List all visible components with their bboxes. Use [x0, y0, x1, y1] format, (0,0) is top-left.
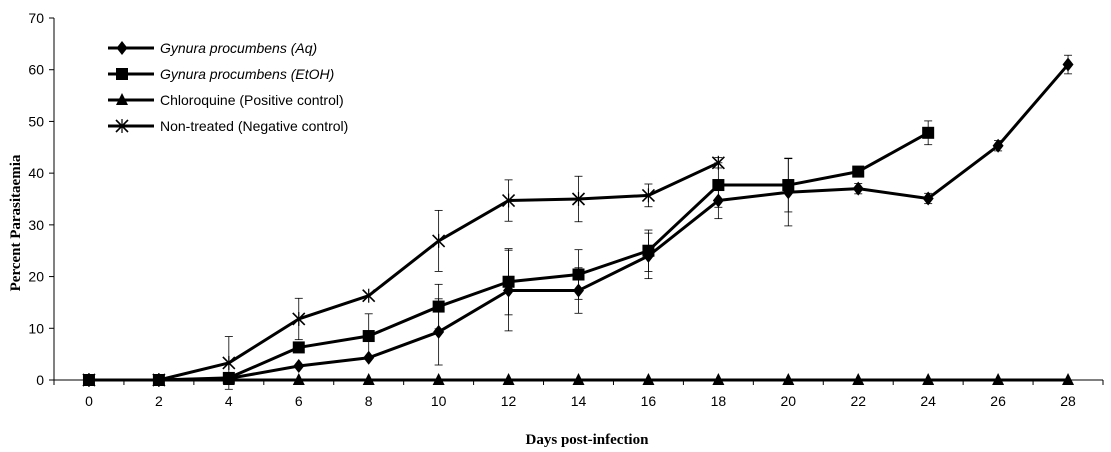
data-point [782, 373, 795, 385]
y-tick-label: 60 [28, 62, 44, 78]
series-diamond [83, 54, 1074, 387]
x-tick-label: 24 [920, 393, 936, 409]
legend-marker [116, 68, 128, 80]
data-point [292, 341, 305, 354]
legend-item: Non-treated (Negative control) [108, 118, 348, 134]
data-point [992, 138, 1004, 153]
x-tick-label: 6 [295, 393, 303, 409]
legend-item: Chloroquine (Positive control) [108, 92, 344, 108]
data-point [571, 192, 586, 206]
legend-item: Gynura procumbens (Aq) [108, 40, 317, 56]
data-point [782, 185, 794, 200]
series-line [88, 63, 1070, 382]
data-point [363, 350, 375, 365]
data-point [433, 324, 445, 339]
legend: Gynura procumbens (Aq) Gynura procumbens … [108, 40, 348, 134]
y-tick-label: 70 [28, 10, 44, 26]
series-line [88, 161, 720, 382]
data-point [922, 373, 935, 385]
x-tick-label: 12 [501, 393, 517, 409]
x-tick-label: 18 [711, 393, 727, 409]
legend-label: Non-treated (Negative control) [160, 118, 348, 134]
x-tick-label: 20 [781, 393, 797, 409]
y-tick-label: 0 [36, 372, 44, 388]
x-tick-label: 4 [225, 393, 233, 409]
data-point [502, 373, 515, 385]
data-point [362, 373, 375, 385]
y-tick-label: 50 [28, 113, 44, 129]
x-tick-label: 8 [365, 393, 373, 409]
data-point [432, 233, 446, 248]
legend-label: Gynura procumbens (Aq) [160, 40, 317, 56]
data-point [83, 373, 95, 387]
data-point [223, 371, 235, 386]
x-tick-label: 16 [641, 393, 657, 409]
x-tick-label: 0 [85, 393, 93, 409]
legend-marker [116, 41, 128, 55]
data-point [922, 191, 934, 206]
y-tick-label: 10 [28, 320, 44, 336]
data-point [153, 373, 165, 387]
legend-label: Gynura procumbens (EtOH) [160, 66, 334, 82]
data-point [502, 193, 516, 208]
data-point [292, 373, 305, 385]
data-point [922, 126, 935, 139]
x-tick-label: 10 [431, 393, 447, 409]
y-tick-label: 40 [28, 165, 44, 181]
data-point [641, 188, 655, 203]
x-tick-label: 28 [1060, 393, 1076, 409]
data-point [222, 355, 236, 370]
y-tick-label: 30 [28, 217, 44, 233]
data-point [1062, 57, 1074, 72]
data-point [852, 373, 865, 385]
data-point [293, 359, 305, 374]
legend-marker [116, 93, 128, 105]
y-axis-title: Percent Parasitaemia [8, 154, 24, 291]
x-axis-title: Days post-infection [526, 432, 650, 448]
data-point [712, 373, 725, 385]
data-point [992, 373, 1005, 385]
data-point [852, 165, 865, 178]
x-tick-label: 26 [990, 393, 1006, 409]
series-layer [82, 54, 1075, 390]
x-tick-label: 14 [571, 393, 587, 409]
series-x [82, 155, 725, 390]
data-point [292, 311, 306, 326]
data-point [712, 193, 724, 208]
data-point [852, 181, 864, 196]
legend-item: Gynura procumbens (EtOH) [108, 66, 334, 82]
data-point [362, 288, 376, 303]
x-tick-label: 22 [850, 393, 866, 409]
data-point [432, 373, 445, 385]
data-point [572, 373, 585, 385]
legend-marker [115, 119, 129, 133]
legend-label: Chloroquine (Positive control) [160, 92, 344, 108]
data-point [573, 283, 584, 298]
x-tick-label: 2 [155, 393, 163, 409]
y-tick-label: 20 [28, 269, 44, 285]
data-point [1062, 373, 1075, 385]
data-point [362, 330, 375, 343]
data-point [642, 373, 655, 385]
data-point [503, 283, 515, 298]
data-point [642, 248, 654, 263]
